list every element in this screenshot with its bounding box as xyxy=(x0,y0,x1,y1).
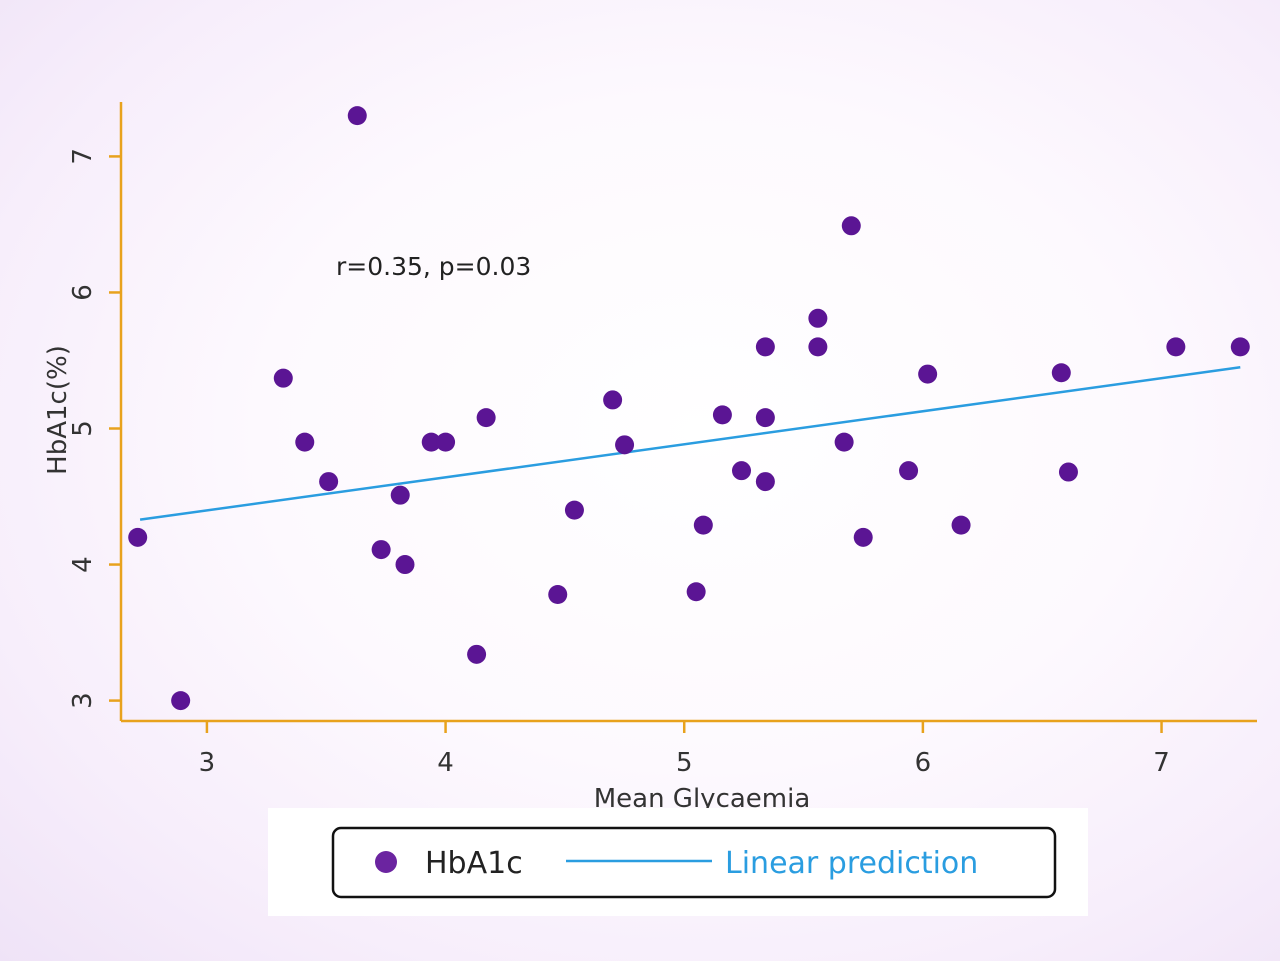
y-tick-label: 4 xyxy=(68,556,98,573)
data-point xyxy=(128,527,148,547)
y-tick-label: 3 xyxy=(68,692,98,709)
data-point xyxy=(395,555,415,575)
data-point xyxy=(171,691,191,711)
data-point xyxy=(390,485,410,505)
correlation-annotation: r=0.35, p=0.03 xyxy=(336,252,531,281)
data-point xyxy=(755,337,775,357)
x-tick-label: 3 xyxy=(199,748,216,778)
legend-label-linear-prediction: Linear prediction xyxy=(725,846,978,881)
data-point xyxy=(951,515,971,535)
x-tick-label: 7 xyxy=(1153,748,1170,778)
data-point xyxy=(564,500,584,520)
data-point xyxy=(615,435,635,455)
x-tick-label: 6 xyxy=(915,748,932,778)
data-point xyxy=(808,337,828,357)
data-point xyxy=(808,308,828,328)
data-point xyxy=(603,390,623,410)
data-point xyxy=(319,472,339,492)
y-tick-label: 6 xyxy=(68,284,98,301)
data-point xyxy=(548,584,568,604)
data-point xyxy=(273,368,293,388)
data-point xyxy=(918,364,938,384)
data-point xyxy=(371,540,391,560)
legend-label-hba1c: HbA1c xyxy=(425,846,523,881)
legend-marker-hba1c xyxy=(375,851,397,873)
data-point xyxy=(899,461,919,481)
data-point xyxy=(1166,337,1186,357)
hba1c-points-layer xyxy=(128,106,1250,711)
data-point xyxy=(1051,363,1071,383)
legend: HbA1c Linear prediction xyxy=(268,808,1088,916)
data-point xyxy=(755,472,775,492)
data-point xyxy=(841,216,861,236)
data-point xyxy=(755,408,775,428)
data-point xyxy=(476,408,496,428)
y-tick-label: 5 xyxy=(68,420,98,437)
data-point xyxy=(436,432,456,452)
data-point xyxy=(693,515,713,535)
data-point xyxy=(732,461,752,481)
y-axis-title: HbA1c(%) xyxy=(43,345,73,475)
data-point xyxy=(347,106,367,126)
data-point xyxy=(834,432,854,452)
linear-prediction-layer xyxy=(139,366,1241,521)
data-point xyxy=(1230,337,1250,357)
data-point xyxy=(853,527,873,547)
data-point xyxy=(421,432,441,452)
data-point xyxy=(686,582,706,602)
axes: 3 4 5 6 7 3 4 5 6 7 xyxy=(68,102,1257,778)
y-tick-label: 7 xyxy=(68,148,98,165)
data-point xyxy=(712,405,732,425)
linear-prediction-line xyxy=(139,366,1241,521)
x-tick-label: 4 xyxy=(437,748,454,778)
data-point xyxy=(467,644,487,664)
legend-box xyxy=(331,826,1057,899)
data-point xyxy=(295,432,315,452)
data-point xyxy=(1058,462,1078,482)
x-tick-label: 5 xyxy=(676,748,693,778)
